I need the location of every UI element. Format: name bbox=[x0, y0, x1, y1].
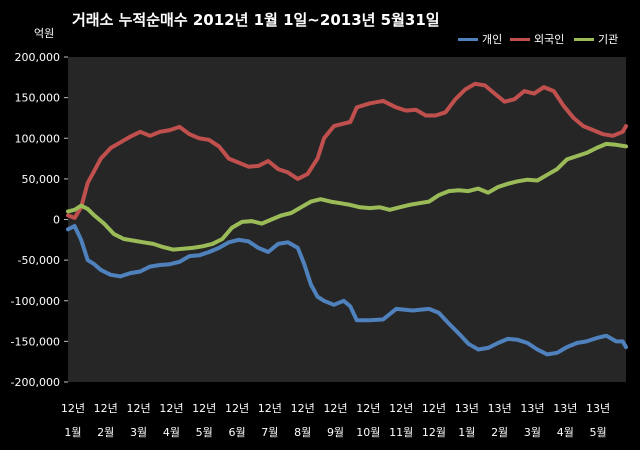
series-line-2 bbox=[66, 141, 628, 252]
legend-item-2: 기관 bbox=[574, 31, 618, 47]
x-tick-label-year: 12년 bbox=[291, 402, 315, 415]
x-tick-label-month: 12월 bbox=[422, 426, 446, 439]
x-tick-label-year: 12년 bbox=[422, 402, 446, 415]
x-tick-label-month: 11월 bbox=[389, 426, 413, 439]
x-tick-label-year: 13년 bbox=[455, 402, 479, 415]
x-tick-label-year: 13년 bbox=[553, 402, 577, 415]
legend-label-0: 개인 bbox=[482, 33, 503, 46]
y-tick-label: 0 bbox=[53, 214, 60, 227]
x-tick-label-month: 6월 bbox=[228, 426, 245, 439]
legend-label-1: 외국인 bbox=[534, 33, 565, 46]
x-tick-label-year: 12년 bbox=[258, 402, 282, 415]
y-tick-label: -100,000 bbox=[11, 295, 60, 308]
chart-title: 거래소 누적순매수 2012년 1월 1일~2013년 5월31일 bbox=[72, 11, 440, 29]
x-tick-label-month: 9월 bbox=[327, 426, 344, 439]
x-tick-label-year: 12년 bbox=[323, 402, 347, 415]
y-axis-unit: 억원 bbox=[34, 27, 55, 40]
x-tick-label-month: 2월 bbox=[97, 426, 114, 439]
x-tick-label-year: 12년 bbox=[389, 402, 413, 415]
legend-swatch-0 bbox=[458, 37, 478, 41]
x-tick-label-year: 13년 bbox=[586, 402, 610, 415]
y-tick-label: 200,000 bbox=[15, 51, 61, 64]
x-tick-label-month: 2월 bbox=[491, 426, 508, 439]
x-tick-label-year: 12년 bbox=[94, 402, 118, 415]
x-tick-label-month: 3월 bbox=[524, 426, 541, 439]
legend-label-2: 기관 bbox=[598, 33, 619, 46]
x-tick-label-month: 1월 bbox=[64, 426, 81, 439]
x-tick-label-month: 1월 bbox=[458, 426, 475, 439]
x-tick-label-month: 3월 bbox=[130, 426, 147, 439]
x-tick-label-month: 8월 bbox=[294, 426, 311, 439]
series-line-0 bbox=[66, 224, 628, 357]
y-tick-label: -200,000 bbox=[11, 376, 60, 389]
y-tick-label: 100,000 bbox=[15, 132, 61, 145]
series-lines bbox=[66, 81, 628, 357]
x-tick-label-year: 12년 bbox=[225, 402, 249, 415]
legend-swatch-1 bbox=[510, 37, 530, 41]
y-tick-label: 150,000 bbox=[15, 92, 61, 105]
y-axis: 200,000 150,000 100,000 50,000 0 -50,000 -100,… bbox=[11, 51, 68, 389]
x-tick-label-year: 13년 bbox=[520, 402, 544, 415]
y-tick-label: -50,000 bbox=[18, 254, 60, 267]
x-tick-label-year: 13년 bbox=[488, 402, 512, 415]
x-tick-label-month: 5월 bbox=[196, 426, 213, 439]
x-tick-label-month: 4월 bbox=[557, 426, 574, 439]
x-tick-label-year: 12년 bbox=[192, 402, 216, 415]
x-tick-label-month: 5월 bbox=[590, 426, 607, 439]
legend-item-1: 외국인 bbox=[510, 31, 564, 47]
x-tick-label-year: 12년 bbox=[127, 402, 151, 415]
legend-swatch-2 bbox=[574, 37, 594, 41]
y-tick-label: -150,000 bbox=[11, 335, 60, 348]
x-tick-label-month: 10월 bbox=[356, 426, 380, 439]
series-line-1 bbox=[66, 81, 628, 220]
x-tick-label-year: 12년 bbox=[356, 402, 380, 415]
plot-area bbox=[68, 57, 626, 382]
x-tick-label-month: 7월 bbox=[261, 426, 278, 439]
x-tick-label-year: 12년 bbox=[61, 402, 85, 415]
y-tick-label: 50,000 bbox=[22, 173, 61, 186]
legend-item-0: 개인 bbox=[458, 31, 502, 47]
x-tick-label-year: 12년 bbox=[159, 402, 183, 415]
x-tick-label-month: 4월 bbox=[163, 426, 180, 439]
x-axis: 12년 1월 12년 2월 12년 3월 12년 4월 12년 5월 12년 6월 12년 7월 12년 8월… bbox=[61, 402, 610, 439]
